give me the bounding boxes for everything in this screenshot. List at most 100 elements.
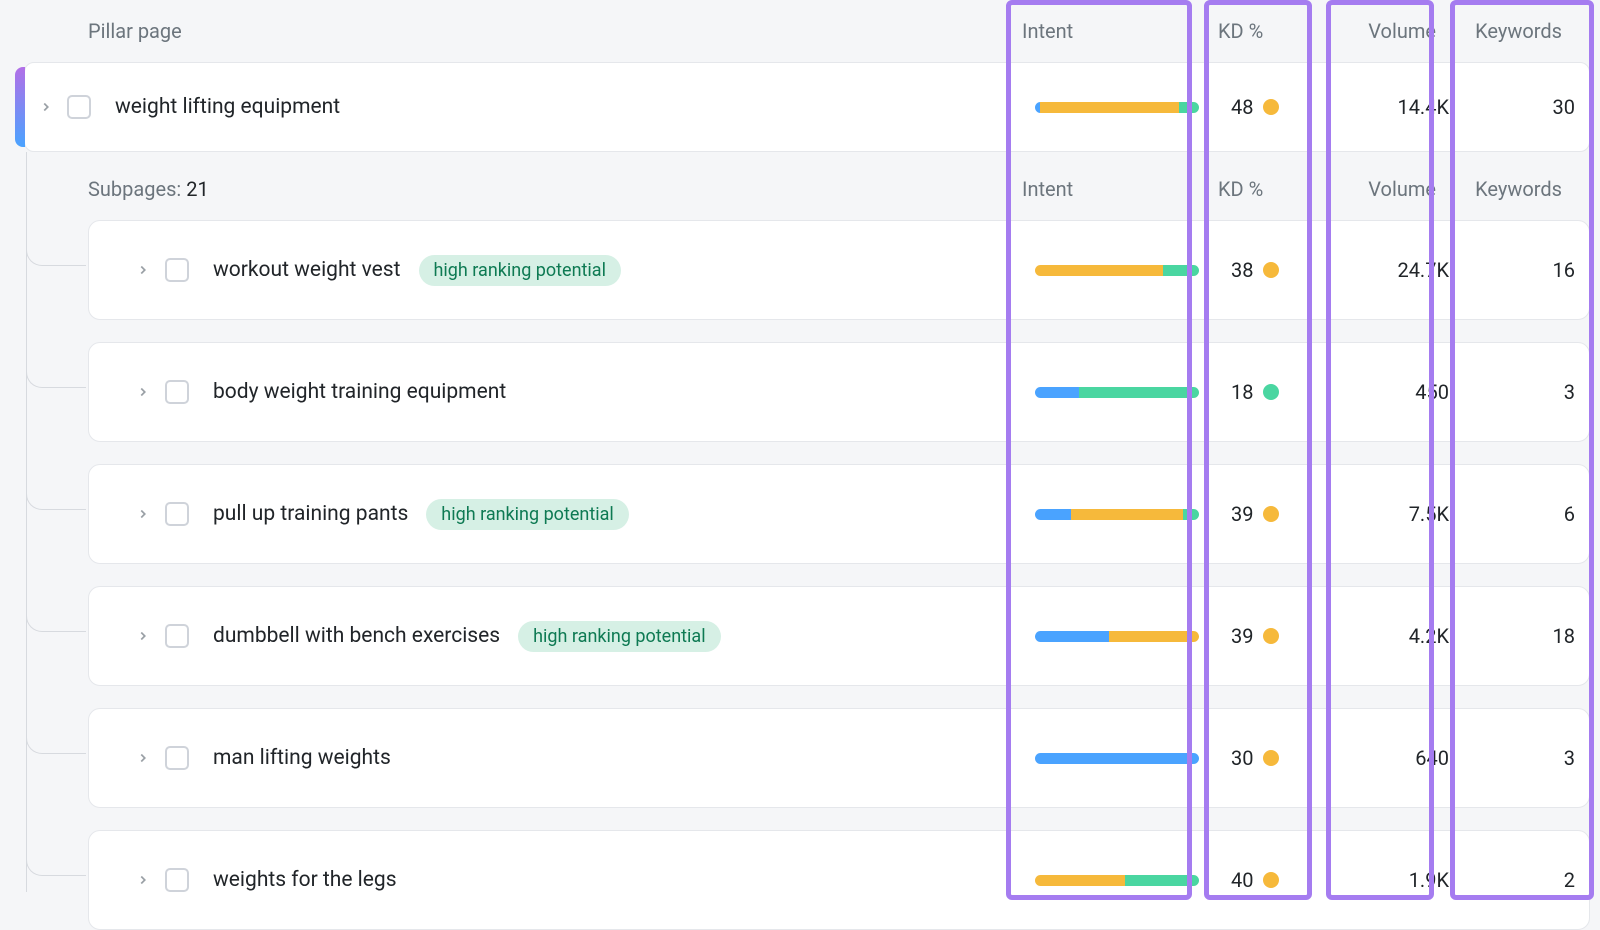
subpage-volume: 640	[1349, 746, 1463, 770]
kd-difficulty-dot-icon	[1263, 506, 1279, 522]
subpage-intent-cell	[1027, 265, 1223, 276]
intent-bar	[1035, 631, 1199, 642]
subpage-title: dumbbell with bench exercises	[213, 624, 500, 648]
subpage-intent-cell	[1027, 875, 1223, 886]
row-checkbox[interactable]	[165, 380, 189, 404]
expand-toggle[interactable]	[25, 100, 67, 114]
intent-bar	[1035, 265, 1199, 276]
tree-branch-line	[26, 242, 86, 266]
kd-value: 18	[1231, 380, 1253, 404]
subpage-title: body weight training equipment	[213, 380, 506, 404]
expand-toggle[interactable]	[121, 751, 165, 765]
subpage-row[interactable]: man lifting weights 30 640 3	[88, 708, 1590, 808]
chevron-right-icon	[39, 100, 53, 114]
intent-segment	[1040, 102, 1179, 113]
row-checkbox[interactable]	[165, 868, 189, 892]
expand-toggle[interactable]	[121, 263, 165, 277]
tree-branch-line	[26, 486, 86, 510]
subpage-kd-cell: 39	[1223, 502, 1349, 526]
subpages-header-row: Subpages: 21 Intent KD % Volume Keywords	[0, 158, 1600, 220]
chevron-right-icon	[136, 507, 150, 521]
subpage-intent-cell	[1027, 631, 1223, 642]
tree-branch-line	[26, 730, 86, 754]
subpages-count: 21	[186, 177, 208, 201]
kd-value: 38	[1231, 258, 1253, 282]
intent-segment	[1035, 631, 1109, 642]
tree-branch-line	[26, 852, 86, 876]
kd-value: 39	[1231, 502, 1253, 526]
intent-segment	[1035, 265, 1163, 276]
subpage-keywords: 18	[1463, 624, 1589, 648]
kd-difficulty-dot-icon	[1263, 628, 1279, 644]
subpage-volume: 24.7K	[1349, 258, 1463, 282]
subpage-intent-cell	[1027, 753, 1223, 764]
subpage-keywords: 16	[1463, 258, 1589, 282]
subpage-row[interactable]: weights for the legs 40 1.9K 2	[88, 830, 1590, 930]
ranking-potential-badge: high ranking potential	[426, 499, 628, 530]
subpage-title-cell: man lifting weights	[213, 746, 1027, 770]
expand-toggle[interactable]	[121, 873, 165, 887]
pillar-title: weight lifting equipment	[115, 95, 340, 119]
chevron-right-icon	[136, 629, 150, 643]
subpage-kd-cell: 40	[1223, 868, 1349, 892]
row-checkbox[interactable]	[165, 746, 189, 770]
subpage-volume: 450	[1349, 380, 1463, 404]
intent-segment	[1079, 387, 1199, 398]
chevron-right-icon	[136, 385, 150, 399]
kd-difficulty-dot-icon	[1263, 750, 1279, 766]
pillar-page-label: Pillar page	[88, 19, 1014, 43]
subpage-title: weights for the legs	[213, 868, 397, 892]
row-checkbox[interactable]	[165, 258, 189, 282]
kd-value: 48	[1231, 95, 1253, 119]
subpage-kd-cell: 18	[1223, 380, 1349, 404]
intent-bar	[1035, 875, 1199, 886]
pillar-intent-cell	[1027, 102, 1223, 113]
subpage-volume: 4.2K	[1349, 624, 1463, 648]
subpage-title: workout weight vest	[213, 258, 401, 282]
intent-bar	[1035, 102, 1199, 113]
subpage-volume: 1.9K	[1349, 868, 1463, 892]
intent-segment	[1183, 509, 1199, 520]
kd-difficulty-dot-icon	[1263, 872, 1279, 888]
intent-bar	[1035, 509, 1199, 520]
chevron-right-icon	[136, 751, 150, 765]
row-checkbox[interactable]	[67, 95, 91, 119]
pillar-volume: 14.4K	[1349, 95, 1463, 119]
pillar-accent-bar	[15, 67, 25, 147]
pillar-row[interactable]: weight lifting equipment 48 14.4K 30	[24, 62, 1590, 152]
subpage-kd-cell: 30	[1223, 746, 1349, 770]
pillar-header-row: Pillar page Intent KD % Volume Keywords	[0, 0, 1600, 62]
col-header-volume: Volume	[1336, 177, 1450, 201]
subpage-row[interactable]: dumbbell with bench exercises high ranki…	[88, 586, 1590, 686]
subpage-list: workout weight vest high ranking potenti…	[0, 220, 1600, 930]
subpage-row[interactable]: pull up training pants high ranking pote…	[88, 464, 1590, 564]
col-header-intent: Intent	[1014, 19, 1210, 43]
intent-segment	[1163, 265, 1199, 276]
subpage-keywords: 3	[1463, 380, 1589, 404]
pillar-keywords: 30	[1463, 95, 1589, 119]
subpage-intent-cell	[1027, 387, 1223, 398]
subpage-title-cell: body weight training equipment	[213, 380, 1027, 404]
subpage-keywords: 3	[1463, 746, 1589, 770]
intent-segment	[1035, 753, 1199, 764]
col-header-keywords: Keywords	[1450, 177, 1576, 201]
intent-bar	[1035, 753, 1199, 764]
intent-segment	[1035, 387, 1079, 398]
col-header-kd: KD %	[1210, 177, 1336, 201]
expand-toggle[interactable]	[121, 507, 165, 521]
subpage-kd-cell: 38	[1223, 258, 1349, 282]
subpage-volume: 7.5K	[1349, 502, 1463, 526]
subpage-title: pull up training pants	[213, 502, 408, 526]
col-header-volume: Volume	[1336, 19, 1450, 43]
col-header-intent: Intent	[1014, 177, 1210, 201]
row-checkbox[interactable]	[165, 624, 189, 648]
expand-toggle[interactable]	[121, 629, 165, 643]
kd-difficulty-dot-icon	[1263, 99, 1279, 115]
keyword-cluster-table: Pillar page Intent KD % Volume Keywords …	[0, 0, 1600, 930]
subpage-row[interactable]: body weight training equipment 18 450 3	[88, 342, 1590, 442]
expand-toggle[interactable]	[121, 385, 165, 399]
row-checkbox[interactable]	[165, 502, 189, 526]
kd-difficulty-dot-icon	[1263, 384, 1279, 400]
subpage-row[interactable]: workout weight vest high ranking potenti…	[88, 220, 1590, 320]
kd-value: 30	[1231, 746, 1253, 770]
